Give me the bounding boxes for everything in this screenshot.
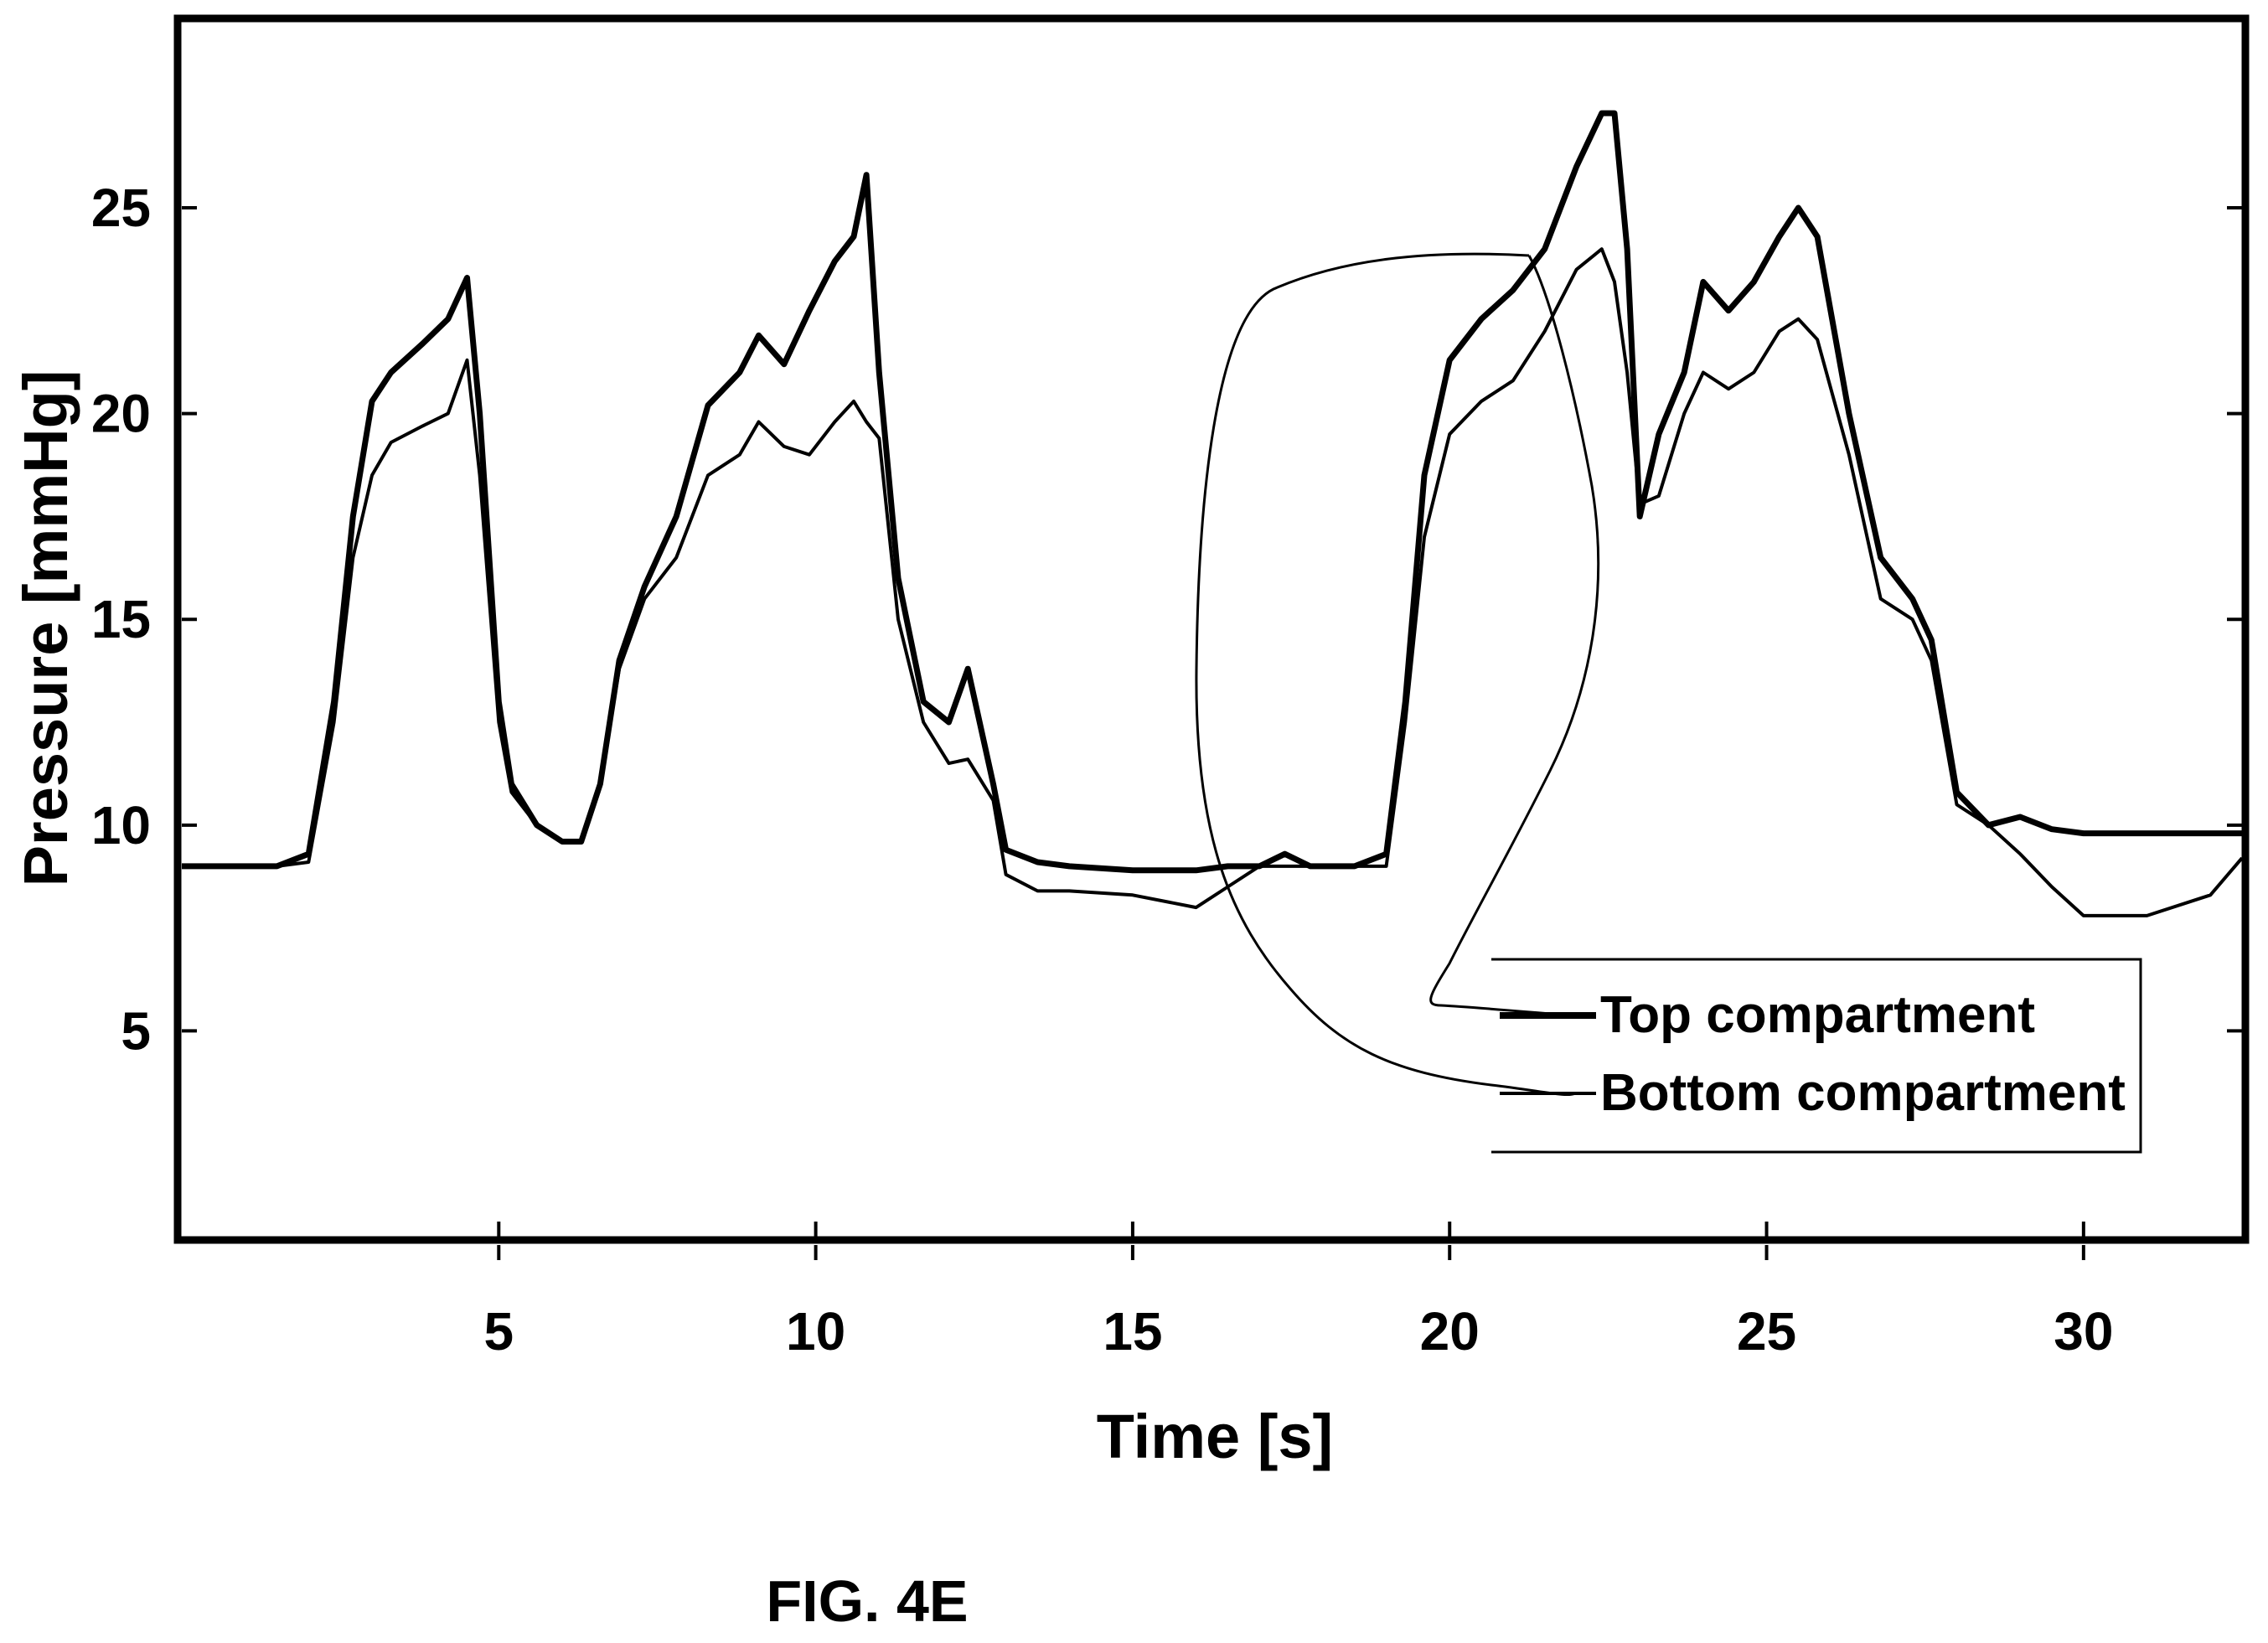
figure-caption: FIG. 4E	[766, 1568, 968, 1634]
x-tick-label: 30	[2054, 1301, 2113, 1361]
series-line-top-compartment	[182, 110, 2242, 874]
x-tick-label: 25	[1737, 1301, 1796, 1361]
y-tick-label: 10	[91, 795, 151, 855]
x-tick-label: 20	[1420, 1301, 1480, 1361]
legend: Top compartment Bottom compartment	[1491, 958, 2142, 1154]
y-tick-label: 5	[121, 1000, 151, 1061]
legend-label-bottom: Bottom compartment	[1600, 1064, 2126, 1122]
x-tick-label: 5	[484, 1301, 514, 1361]
series-line-bottom-compartment	[182, 247, 2244, 917]
x-axis-ticks: 5 10 15 20 25 30	[484, 1222, 2113, 1361]
y-tick-label: 15	[91, 589, 151, 649]
y-axis-ticks: 5 10 15 20 25	[91, 178, 2242, 1061]
x-axis-title: Time [s]	[1097, 1402, 1333, 1471]
series-layer	[182, 110, 2244, 917]
annotation-loop-tail	[1429, 255, 1600, 1017]
y-tick-label: 20	[91, 384, 151, 444]
legend-box	[1491, 958, 2142, 1154]
y-tick-label: 25	[91, 178, 151, 238]
annotation-loop	[1195, 252, 1576, 1097]
x-tick-label: 10	[786, 1301, 845, 1361]
x-tick-label: 15	[1103, 1301, 1162, 1361]
y-axis-title: Pressure [mmHg]	[11, 370, 80, 887]
plot-area	[173, 14, 2250, 1244]
legend-label-top: Top compartment	[1600, 986, 2035, 1044]
